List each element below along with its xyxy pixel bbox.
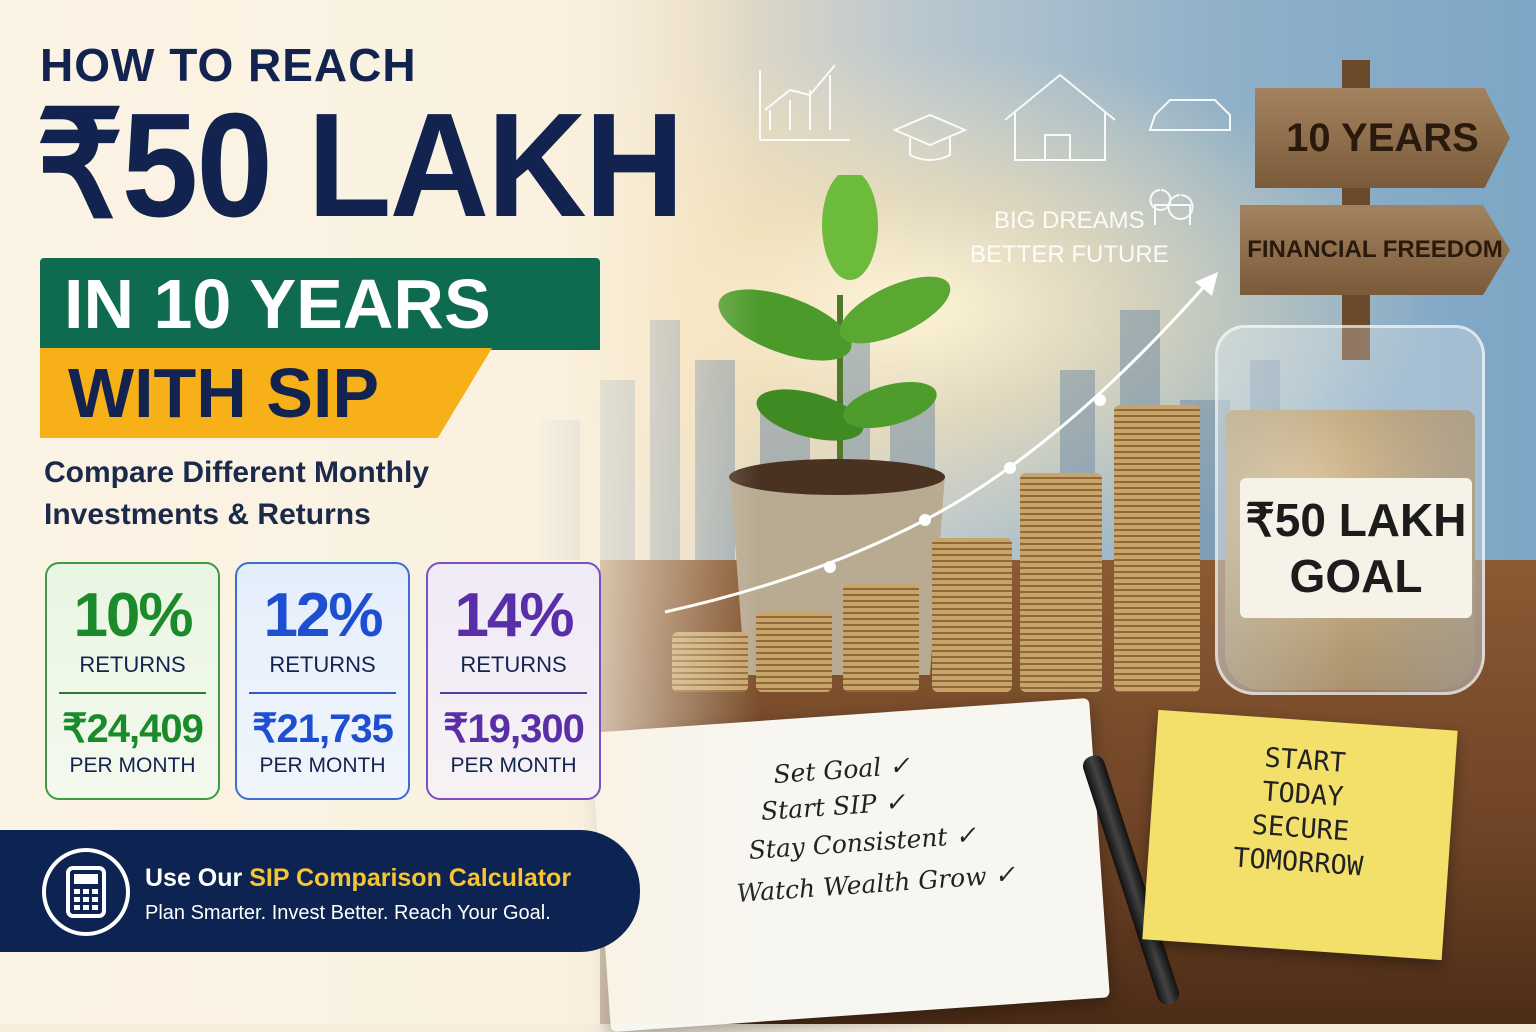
headline-how-to-reach: HOW TO REACH [40, 39, 417, 91]
coin-stack-4 [932, 538, 1012, 692]
headline-duration-banner: IN 10 YEARS [40, 258, 600, 350]
checklist-item: Start SIP ✓ [760, 787, 907, 827]
house-icon [1004, 73, 1116, 161]
checklist-item: Stay Consistent ✓ [747, 820, 978, 865]
card-returns-label: RETURNS [79, 652, 186, 677]
subtitle: Compare Different Monthly Investments & … [44, 452, 429, 536]
card-period: PER MONTH [69, 754, 196, 777]
dreams-caption: BIG DREAMS BETTER FUTURE [970, 204, 1169, 272]
returns-card-12: 12% RETURNS ₹21,735 PER MONTH [235, 562, 410, 800]
subtitle-line-2: Investments & Returns [44, 498, 371, 531]
coin-stack-5 [1020, 473, 1102, 692]
growth-arrow [664, 272, 1218, 614]
card-rate: 14% [454, 581, 574, 650]
jar-label: ₹50 LAKH GOAL [1240, 478, 1472, 618]
card-period: PER MONTH [259, 754, 386, 777]
coin-stack-2 [756, 612, 832, 692]
card-amount: ₹21,735 [252, 707, 394, 751]
card-returns-label: RETURNS [269, 652, 376, 677]
headline-sip-banner: WITH SIP [40, 348, 492, 438]
card-divider [59, 692, 206, 694]
sticky-note: START TODAY SECURE TOMORROW [1142, 709, 1458, 961]
checklist-item: Set Goal ✓ [772, 750, 911, 790]
calculator-icon [42, 848, 130, 936]
jar-label-amount: ₹50 LAKH [1245, 494, 1467, 546]
cta-prefix: Use Our [145, 864, 250, 892]
cta-heading[interactable]: Use Our SIP Comparison Calculator [145, 864, 571, 893]
sign-10-years: 10 YEARS [1255, 88, 1510, 188]
graduation-cap-icon [892, 113, 968, 161]
dream-line-1: BIG DREAMS [993, 207, 1145, 234]
cta-tagline: Plan Smarter. Invest Better. Reach Your … [145, 902, 551, 924]
sign-financial-freedom: FINANCIAL FREEDOM [1240, 205, 1510, 295]
card-returns-label: RETURNS [460, 652, 567, 677]
subtitle-line-1: Compare Different Monthly [44, 456, 430, 489]
chart-growth-icon [759, 64, 850, 141]
returns-card-10: 10% RETURNS ₹24,409 PER MONTH [45, 562, 220, 800]
car-icon [1148, 99, 1231, 131]
dream-line-2: BETTER FUTURE [970, 241, 1169, 268]
goal-icons-sketch [759, 64, 1231, 225]
card-divider [249, 692, 396, 694]
coin-stack-6 [1114, 405, 1200, 692]
card-rate: 12% [263, 581, 383, 650]
headline-amount: ₹50 LAKH [36, 83, 684, 248]
card-divider [440, 692, 587, 694]
calculator-cta-banner[interactable] [0, 830, 640, 952]
coin-stack-3 [843, 584, 919, 692]
card-period: PER MONTH [450, 754, 577, 777]
cta-calculator-link[interactable]: SIP Comparison Calculator [249, 864, 572, 892]
checklist-item: Watch Wealth Grow ✓ [735, 859, 1017, 908]
returns-card-14: 14% RETURNS ₹19,300 PER MONTH [426, 562, 601, 800]
family-icon [1149, 189, 1194, 225]
card-rate: 10% [73, 581, 193, 650]
card-amount: ₹24,409 [62, 707, 204, 751]
jar-label-goal: GOAL [1289, 550, 1423, 602]
card-amount: ₹19,300 [443, 707, 585, 751]
